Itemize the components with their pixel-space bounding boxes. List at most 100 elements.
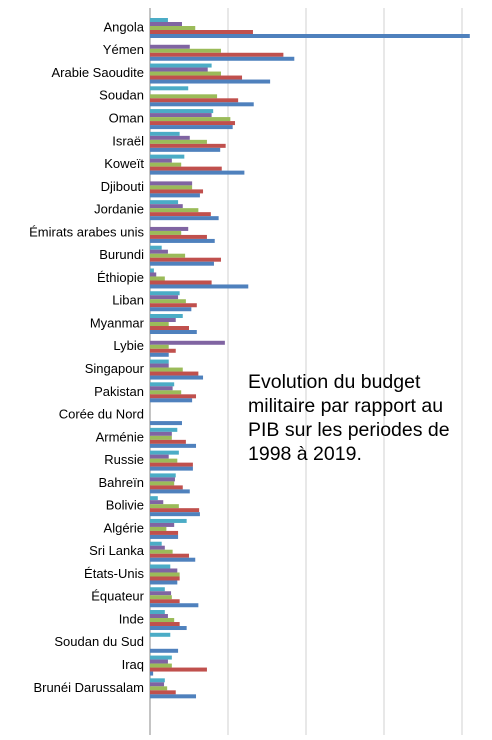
bar [150, 299, 186, 304]
bar [150, 682, 165, 687]
bar [150, 208, 199, 213]
y-tick-label: Éthiopie [97, 270, 144, 285]
bar [150, 26, 196, 30]
bar [150, 170, 245, 175]
bar [150, 257, 221, 262]
bar [150, 398, 193, 403]
bar [150, 284, 249, 289]
bar [150, 462, 193, 467]
y-tick-label: Israël [112, 133, 144, 148]
bar [150, 135, 190, 140]
bar [150, 181, 193, 186]
bar [150, 230, 182, 235]
y-tick-label: Inde [119, 611, 144, 626]
bar [150, 371, 199, 376]
bar [150, 595, 172, 600]
bar [150, 359, 169, 364]
bar [150, 52, 284, 57]
y-tick-label: Soudan du Sud [54, 634, 144, 649]
bar [150, 648, 179, 653]
bar [150, 48, 221, 53]
bar [150, 508, 200, 513]
bar [150, 185, 193, 190]
bar [150, 295, 179, 300]
bar [150, 518, 187, 523]
y-tick-label: Arabie Saoudite [51, 65, 144, 80]
bar [150, 326, 189, 331]
bar [150, 261, 214, 266]
bar [150, 352, 169, 357]
bar [150, 390, 182, 395]
bar [150, 557, 196, 562]
bar [150, 291, 180, 296]
bar [150, 348, 176, 353]
bar [150, 678, 165, 683]
bar [150, 667, 207, 672]
y-tick-label: Djibouti [101, 179, 144, 194]
bar [150, 314, 183, 319]
bar [150, 489, 190, 494]
bar [150, 663, 172, 668]
bar [150, 86, 189, 91]
bar [150, 34, 470, 38]
bar [150, 204, 183, 209]
y-tick-label: Corée du Nord [59, 407, 144, 422]
bar [150, 568, 178, 573]
bar [150, 79, 271, 84]
bar [150, 655, 172, 660]
bar [150, 125, 233, 130]
bar [150, 610, 165, 615]
bar [150, 75, 243, 80]
bar [150, 216, 219, 221]
bar [150, 614, 168, 619]
bar [150, 143, 226, 148]
bar [150, 276, 165, 281]
bar [150, 564, 171, 569]
bar [150, 587, 165, 592]
annotation: Evolution du budget militaire par rappor… [248, 371, 450, 465]
bar [150, 626, 187, 631]
bar [150, 671, 154, 676]
bar [150, 330, 197, 335]
bar [150, 113, 212, 118]
bar [150, 659, 168, 664]
bar [150, 500, 164, 505]
bar [150, 121, 236, 126]
y-tick-label: Équateur [91, 589, 144, 604]
bar [150, 526, 167, 531]
y-tick-label: Bolivie [106, 498, 144, 513]
bar [150, 363, 169, 368]
bar [150, 530, 179, 535]
bar [150, 632, 171, 637]
y-tick-label: Yémen [103, 42, 144, 57]
bar [150, 158, 172, 163]
bar [150, 56, 295, 61]
y-tick-label: Singapour [85, 361, 145, 376]
bar [150, 618, 175, 623]
bar [150, 344, 169, 349]
bar [150, 102, 254, 107]
y-tick-label: États-Unis [84, 566, 144, 581]
bar [150, 139, 207, 144]
y-tick-label: Iraq [122, 657, 144, 672]
bar [150, 603, 199, 608]
bar [150, 18, 168, 22]
bar [150, 63, 212, 68]
bar [150, 67, 208, 72]
bar [150, 226, 189, 231]
y-tick-label: Sri Lanka [89, 543, 145, 558]
bar [150, 443, 197, 448]
bar [150, 504, 179, 509]
bar [150, 386, 173, 391]
bar [150, 427, 178, 432]
bar [150, 450, 179, 455]
bar [150, 599, 180, 604]
bar [150, 189, 204, 194]
y-tick-label: Brunéi Darussalam [33, 680, 144, 695]
y-tick-label: Algérie [104, 520, 144, 535]
bar [150, 245, 162, 250]
bar [150, 553, 189, 558]
bar [150, 303, 197, 308]
